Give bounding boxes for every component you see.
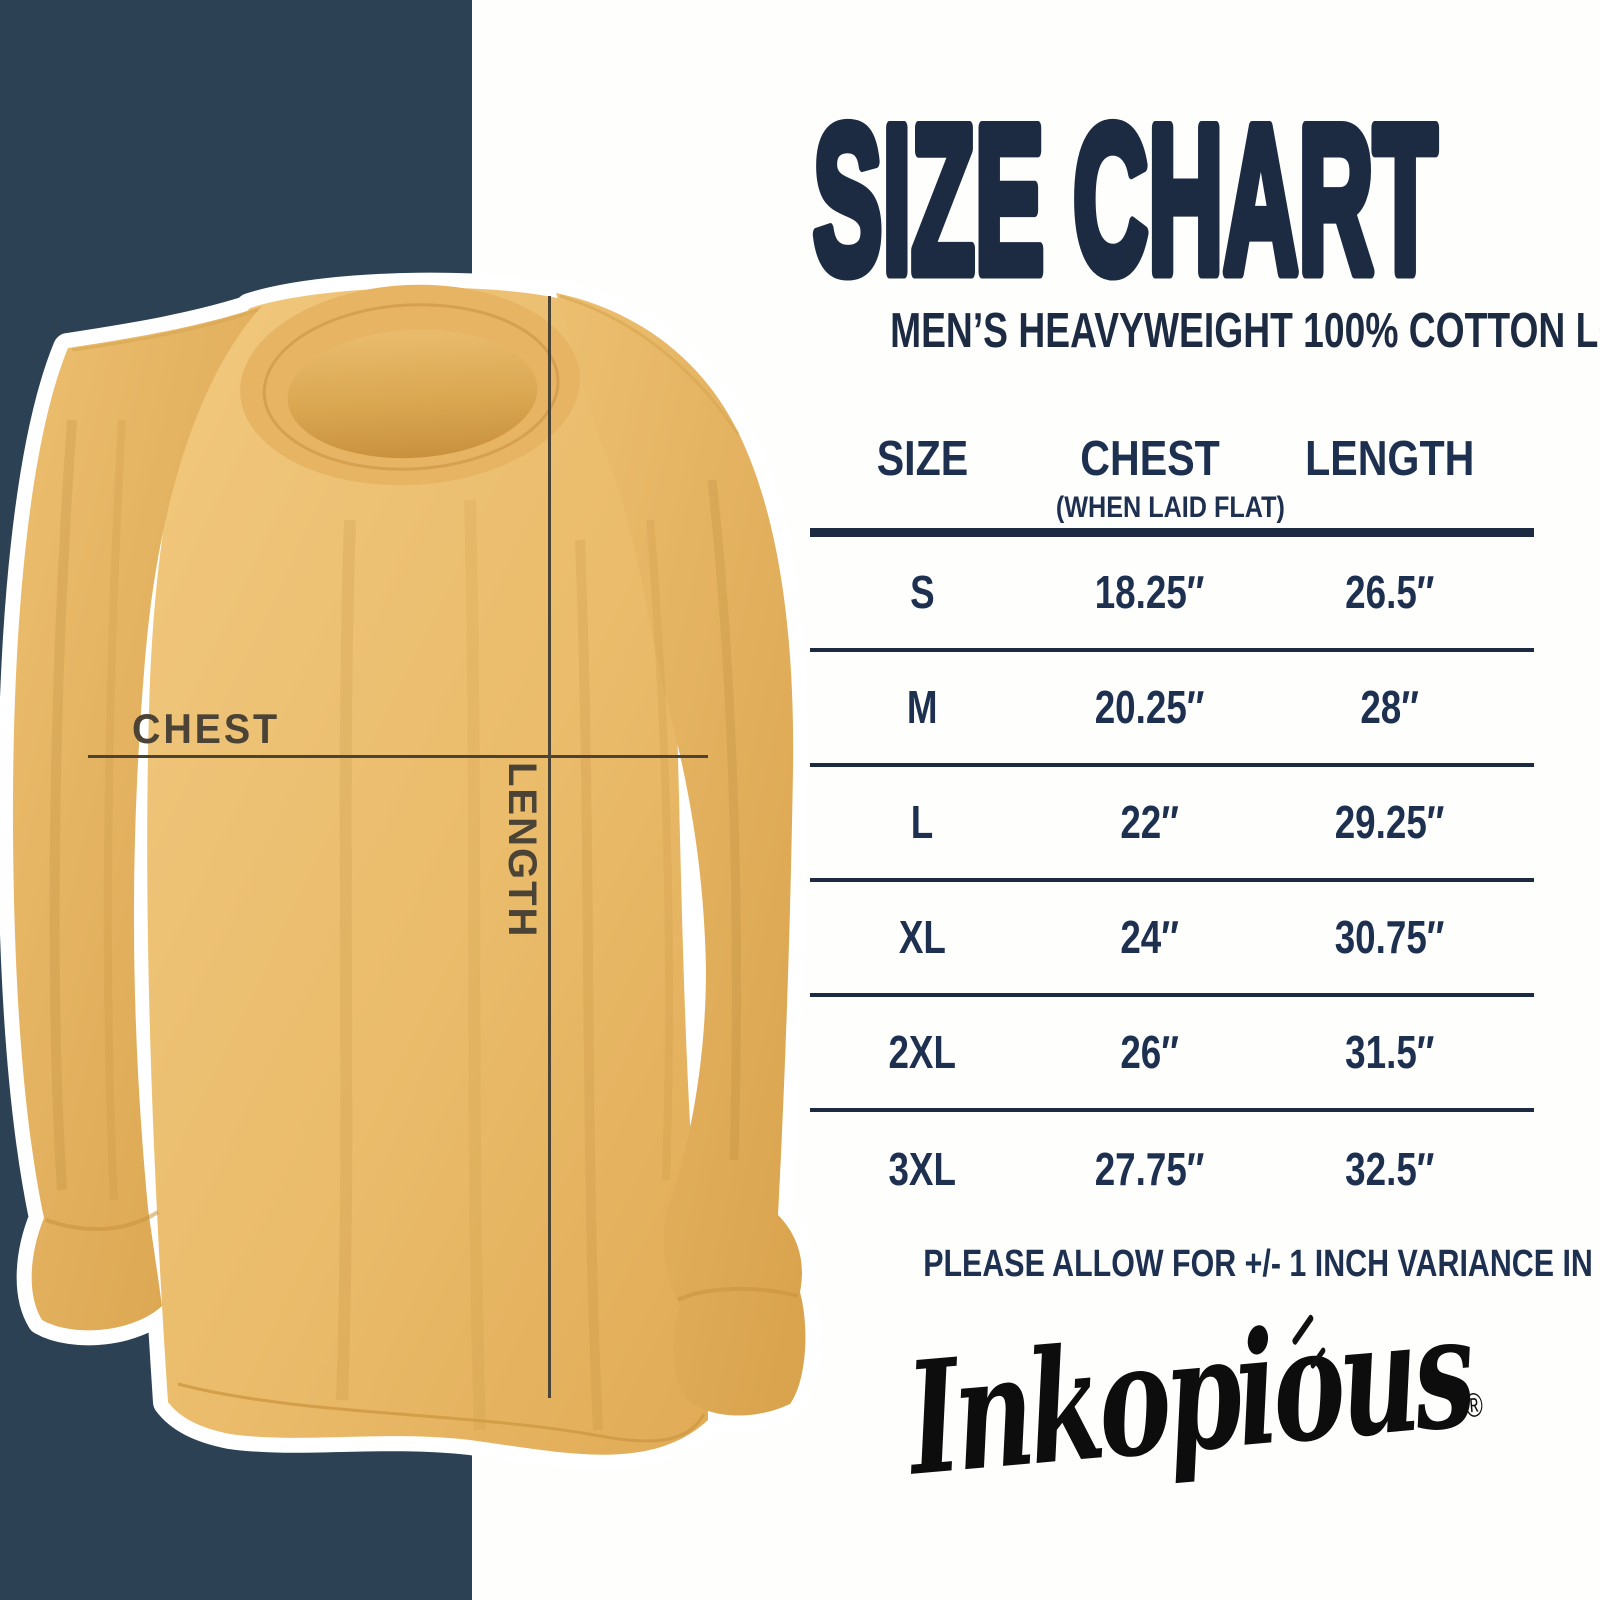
length-cell: 31.5″	[1266, 1029, 1514, 1075]
table-row: S 18.25″ 26.5″	[810, 537, 1534, 652]
table-row: M 20.25″ 28″	[810, 652, 1534, 767]
page-title: SIZE CHART	[807, 76, 1444, 291]
size-cell: M	[810, 684, 1034, 730]
size-cell-text: S	[909, 566, 935, 619]
variance-note-text: PLEASE ALLOW FOR +/- 1 INCH VARIANCE IN …	[923, 1243, 1600, 1285]
column-header-chest-subtext: (WHEN LAID FLAT)	[1034, 490, 1285, 526]
length-cell-text: 28″	[1360, 681, 1420, 734]
page-subtitle: MEN’S HEAVYWEIGHT 100% COTTON LONG SLEEV…	[740, 307, 1600, 356]
length-cell: 28″	[1266, 684, 1514, 730]
shirt-left-sleeve	[12, 306, 263, 1331]
registered-trademark-icon: ®	[1463, 1385, 1485, 1426]
size-cell: XL	[810, 914, 1034, 960]
size-cell-text: 2XL	[888, 1026, 956, 1079]
column-header-size: SIZE	[810, 432, 1034, 526]
length-cell-text: 30.75″	[1335, 911, 1445, 964]
chest-cell-text: 18.25″	[1095, 566, 1205, 619]
length-cell: 30.75″	[1266, 914, 1514, 960]
variance-note: PLEASE ALLOW FOR +/- 1 INCH VARIANCE IN …	[830, 1245, 1600, 1283]
chest-cell-text: 22″	[1120, 796, 1180, 849]
chest-cell-text: 26″	[1120, 1026, 1180, 1079]
column-header-chest: CHEST (WHEN LAID FLAT)	[1034, 432, 1285, 526]
size-cell-text: M	[906, 681, 938, 734]
size-cell-text: 3XL	[888, 1143, 956, 1196]
size-cell-text: L	[910, 796, 934, 849]
size-cell-text: XL	[898, 911, 946, 964]
chest-cell: 26″	[1034, 1029, 1266, 1075]
column-header-length: LENGTH	[1266, 432, 1514, 526]
chest-cell-text: 20.25″	[1095, 681, 1205, 734]
length-cell: 29.25″	[1266, 799, 1514, 845]
chest-cell-text: 24″	[1120, 911, 1180, 964]
size-cell: 3XL	[810, 1146, 1034, 1192]
shirt-photo	[0, 284, 806, 1455]
chest-cell-text: 27.75″	[1095, 1143, 1205, 1196]
chest-label: CHEST	[132, 705, 280, 752]
size-cell: L	[810, 799, 1034, 845]
table-row: 3XL 27.75″ 32.5″	[810, 1112, 1534, 1227]
table-row: L 22″ 29.25″	[810, 767, 1534, 882]
length-cell-text: 29.25″	[1335, 796, 1445, 849]
length-cell-text: 31.5″	[1345, 1026, 1435, 1079]
length-cell: 32.5″	[1266, 1146, 1514, 1192]
brand-logo: Inkopious®	[901, 1279, 1485, 1512]
brand-logo-text: Inkopious	[900, 1279, 1478, 1511]
chest-cell: 24″	[1034, 914, 1266, 960]
size-table: SIZE CHEST (WHEN LAID FLAT) LENGTH S 18.2…	[810, 432, 1534, 1227]
chest-measure-line	[88, 755, 708, 758]
page-subtitle-text: MEN’S HEAVYWEIGHT 100% COTTON LONG SLEEV…	[890, 304, 1600, 358]
chest-cell: 22″	[1034, 799, 1266, 845]
chest-cell: 18.25″	[1034, 569, 1266, 615]
size-table-body: S 18.25″ 26.5″ M 20.25″ 28″ L 22″ 29.25″ XL 24″ 30.…	[810, 537, 1534, 1227]
chest-cell: 27.75″	[1034, 1146, 1266, 1192]
shirt-body	[147, 287, 708, 1455]
shirt-collar	[240, 284, 580, 486]
size-table-header: SIZE CHEST (WHEN LAID FLAT) LENGTH	[810, 432, 1534, 537]
column-header-size-text: SIZE	[876, 432, 968, 486]
length-cell-text: 26.5″	[1345, 566, 1435, 619]
table-row: 2XL 26″ 31.5″	[810, 997, 1534, 1112]
size-cell: S	[810, 569, 1034, 615]
chest-cell: 20.25″	[1034, 684, 1266, 730]
shirt-right-sleeve	[556, 293, 806, 1416]
table-row: XL 24″ 30.75″	[810, 882, 1534, 997]
length-cell: 26.5″	[1266, 569, 1514, 615]
column-header-length-text: LENGTH	[1305, 432, 1475, 486]
page-title-text: SIZE CHART	[813, 82, 1437, 290]
length-label: LENGTH	[500, 762, 544, 939]
length-cell-text: 32.5″	[1345, 1143, 1435, 1196]
size-cell: 2XL	[810, 1029, 1034, 1075]
column-header-chest-text: CHEST	[1080, 432, 1220, 486]
length-measure-line	[548, 296, 551, 1398]
when-laid-flat-text: (WHEN LAID FLAT)	[1055, 490, 1285, 524]
